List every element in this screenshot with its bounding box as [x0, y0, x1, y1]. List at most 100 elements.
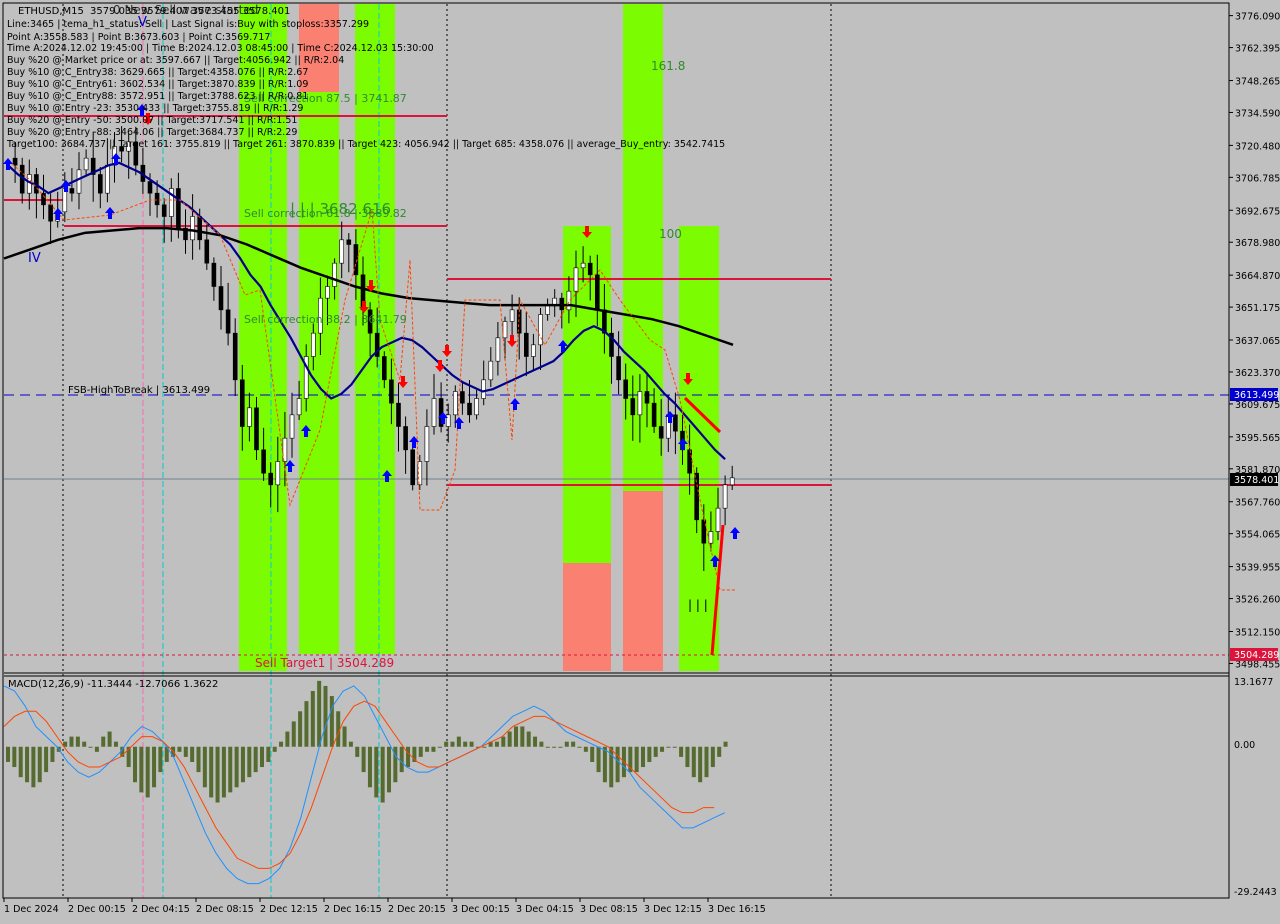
candle-body [218, 286, 224, 311]
price-tick-7: 3678.980 [1235, 238, 1280, 249]
info-panel: ETHUSD,M15 3579.035 3579.407 3573.455 35… [6, 3, 725, 150]
fsb-label: FSB-HighToBreak | 3613.499 [68, 385, 210, 396]
buy-arrow-icon [454, 417, 464, 429]
sell-zone-top [299, 4, 339, 92]
info-line-1: Line:3465 | tema_h1_status: Sell | Last … [7, 19, 369, 30]
macd-histogram-bar [120, 746, 125, 757]
sell-arrow-icon [442, 345, 452, 357]
macd-histogram-bar [82, 741, 87, 747]
sell-arrow-icon [507, 335, 517, 347]
macd-histogram-bar [279, 741, 284, 747]
red-projection [710, 524, 725, 656]
candle-body [211, 262, 217, 287]
macd-histogram-bar [126, 746, 131, 768]
candle-body [594, 274, 600, 311]
candle-body [694, 472, 700, 521]
time-tick-8: 3 Dec 04:15 [516, 904, 574, 915]
fib-1618-label: 161.8 [651, 59, 685, 73]
candle-body [403, 426, 408, 451]
candle-body [673, 414, 678, 432]
candle-body [523, 332, 529, 357]
macd-histogram-bar [329, 696, 334, 747]
macd-histogram-bar [164, 746, 169, 762]
candle-body [12, 157, 18, 166]
candle-body [69, 188, 75, 194]
candle-body [481, 379, 487, 399]
candle-body [488, 360, 494, 381]
macd-histogram-bar [444, 741, 449, 747]
macd-histogram-bar [37, 746, 42, 783]
candle-body [566, 290, 572, 311]
candle-body [538, 314, 543, 346]
macd-signal-line [3, 700, 715, 869]
time-tick-6: 2 Dec 20:15 [388, 904, 446, 915]
candle-body [98, 174, 103, 194]
candle-body [190, 216, 195, 241]
candles [12, 126, 735, 571]
candle-body [396, 402, 401, 427]
macd-histogram-bar [615, 746, 620, 783]
macd-histogram-bar [113, 741, 118, 747]
macd-histogram-bar [723, 741, 728, 747]
time-tick-10: 3 Dec 12:15 [644, 904, 702, 915]
sell-arrow-icon [398, 376, 408, 388]
macd-histogram-bar [520, 726, 525, 747]
macd-histogram-bar [272, 746, 277, 752]
price-levels [4, 115, 1229, 656]
candle-body [445, 414, 451, 427]
price-tick-13: 3595.565 [1235, 433, 1280, 444]
price-tick-2: 3748.265 [1235, 77, 1280, 88]
macd-histogram-bar [609, 746, 614, 788]
candle-body [83, 157, 89, 171]
time-tick-0: 1 Dec 2024 [4, 904, 59, 915]
macd-histogram-bar [545, 746, 550, 748]
macd-histogram-bar [139, 746, 144, 793]
candle-body [183, 227, 188, 241]
sell-correction-382-label: Sell correction 38.2 | 3641.79 [244, 313, 407, 326]
candle-body [531, 344, 536, 357]
price-tick-4: 3720.480 [1235, 141, 1280, 152]
macd-histogram-bar [577, 746, 582, 748]
candle-body [204, 239, 210, 264]
macd-histogram-bar [291, 721, 296, 747]
candle-body [169, 188, 174, 217]
macd-histogram-bar [450, 741, 455, 747]
macd-histogram-bar [183, 746, 188, 757]
macd-histogram-bar [50, 746, 55, 762]
candle-body [310, 332, 316, 357]
macd-histogram-bar [323, 685, 328, 747]
candle-body [154, 192, 160, 206]
macd-histogram-bar [463, 741, 468, 747]
macd-histogram-bar [431, 746, 436, 752]
macd-histogram-bar [101, 736, 106, 747]
macd-histogram-bar [564, 741, 569, 747]
time-tick-1: 2 Dec 00:15 [68, 904, 126, 915]
buy-arrow-icon [61, 180, 71, 192]
candle-body [708, 531, 714, 544]
bottom-ticks-label: | | | [688, 598, 708, 612]
macd-histogram-bar [437, 746, 442, 748]
macd-histogram-bar [209, 746, 214, 798]
ohlc-prices: 3579.035 3579.407 3573.455 3578.401 [90, 6, 290, 17]
candle-body [509, 309, 515, 322]
fsb-price-tag-text: 3613.499 [1234, 390, 1279, 401]
candle-body [346, 239, 352, 245]
buy-arrow-icon [301, 425, 311, 437]
candle-body [105, 164, 110, 194]
current-price-tag-text: 3578.401 [1234, 475, 1279, 486]
sell-zone-4 [563, 563, 611, 671]
sell-target-price-tag-text: 3504.289 [1234, 650, 1279, 661]
buy-arrow-icon [438, 412, 448, 424]
info-line-4: Buy %20 @ Market price or at: 3597.667 |… [7, 55, 344, 66]
info-line-3: Time A:2024.12.02 19:45:00 | Time B:2024… [6, 43, 434, 54]
candle-body [176, 188, 181, 229]
price-tick-14: 3581.870 [1235, 465, 1280, 476]
macd-histogram-bar [399, 746, 404, 773]
candle-body [495, 337, 501, 362]
macd-histogram-bar [348, 741, 353, 747]
buy-arrow-icon [53, 208, 63, 220]
macd-histogram-bar [412, 746, 417, 762]
macd-histogram-bar [63, 741, 68, 747]
